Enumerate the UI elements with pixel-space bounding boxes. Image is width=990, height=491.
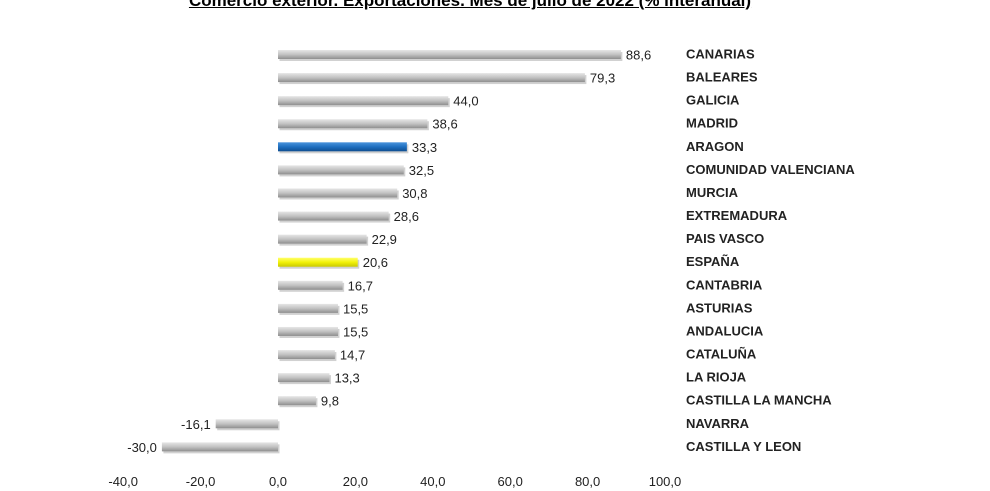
category-label-cantabria: CANTABRIA — [686, 277, 763, 292]
category-label-extremadura: EXTREMADURA — [686, 208, 788, 223]
chart-title: Comercio exterior. Exportaciones. Mes de… — [188, 0, 752, 10]
bar-asturias — [278, 303, 338, 313]
bar-navarra — [215, 419, 278, 429]
value-label-baleares: 79,3 — [590, 71, 615, 86]
category-label-murcia: MURCIA — [686, 185, 739, 200]
x-tick-label: 0,0 — [269, 474, 287, 489]
value-label-aragon: 33,3 — [412, 140, 437, 155]
value-label-galicia: 44,0 — [453, 94, 478, 109]
category-label-baleares: BALEARES — [686, 70, 758, 85]
category-label-castilla-y-leon: CASTILLA Y LEON — [686, 439, 801, 454]
bar-castilla-la-mancha — [278, 396, 316, 406]
value-label-asturias: 15,5 — [343, 301, 368, 316]
value-label-comunidad-valenciana: 32,5 — [409, 163, 434, 178]
bars-group — [161, 50, 623, 454]
value-label-canarias: 88,6 — [626, 48, 651, 63]
x-axis: -40,0 -20,0 0,0 20,0 40,0 60,0 80,0 100,0 — [108, 474, 681, 489]
bar-espana — [278, 257, 358, 267]
value-label-castilla-y-leon: -30,0 — [127, 440, 157, 455]
category-label-castilla-la-mancha: CASTILLA LA MANCHA — [686, 393, 832, 408]
category-label-canarias: CANARIAS — [686, 47, 755, 62]
bar-la-rioja — [278, 373, 330, 383]
value-label-pais-vasco: 22,9 — [372, 232, 397, 247]
category-label-navarra: NAVARRA — [686, 416, 750, 431]
category-label-aragon: ARAGON — [686, 139, 744, 154]
bar-canarias — [278, 50, 621, 59]
value-label-la-rioja: 13,3 — [334, 371, 359, 386]
x-tick-label: 40,0 — [420, 474, 445, 489]
x-tick-label: 100,0 — [649, 474, 682, 489]
bar-galicia — [278, 96, 449, 106]
category-label-pais-vasco: PAIS VASCO — [686, 231, 764, 246]
bar-pais-vasco — [278, 234, 367, 244]
value-label-andalucia: 15,5 — [343, 324, 368, 339]
bar-extremadura — [278, 211, 389, 221]
category-label-asturias: ASTURIAS — [686, 300, 753, 315]
category-label-comunidad-valenciana: COMUNIDAD VALENCIANA — [686, 162, 855, 177]
category-label-andalucia: ANDALUCIA — [686, 323, 764, 338]
category-label-la-rioja: LA RIOJA — [686, 370, 747, 385]
bar-aragon — [278, 142, 407, 152]
bar-andalucia — [278, 326, 338, 336]
bar-baleares — [278, 73, 585, 83]
x-tick-label: 80,0 — [575, 474, 600, 489]
x-tick-label: 60,0 — [498, 474, 523, 489]
value-label-navarra: -16,1 — [181, 417, 211, 432]
category-label-madrid: MADRID — [686, 116, 738, 131]
value-label-castilla-la-mancha: 9,8 — [321, 394, 339, 409]
value-label-madrid: 38,6 — [432, 117, 457, 132]
bar-cataluna — [278, 350, 335, 360]
value-label-espana: 20,6 — [363, 255, 388, 270]
value-label-extremadura: 28,6 — [394, 209, 419, 224]
value-label-cataluna: 14,7 — [340, 348, 365, 363]
bar-castilla-y-leon — [161, 442, 278, 452]
bar-murcia — [278, 188, 398, 198]
x-tick-label: -40,0 — [108, 474, 138, 489]
x-tick-label: 20,0 — [343, 474, 368, 489]
bar-cantabria — [278, 280, 343, 290]
category-label-galicia: GALICIA — [686, 93, 740, 108]
value-label-murcia: 30,8 — [402, 186, 427, 201]
value-labels-group: 88,6 79,3 44,0 38,6 33,3 32,5 30,8 28,6 22,9 20,6… — [127, 48, 651, 455]
category-label-espana: ESPAÑA — [686, 254, 740, 269]
value-label-cantabria: 16,7 — [348, 278, 373, 293]
x-tick-label: -20,0 — [186, 474, 216, 489]
category-labels-group: CANARIAS BALEARES GALICIA MADRID ARAGON COMUN… — [686, 47, 855, 454]
category-label-cataluna: CATALUÑA — [686, 347, 757, 362]
bar-comunidad-valenciana — [278, 165, 404, 175]
bar-madrid — [278, 119, 428, 129]
